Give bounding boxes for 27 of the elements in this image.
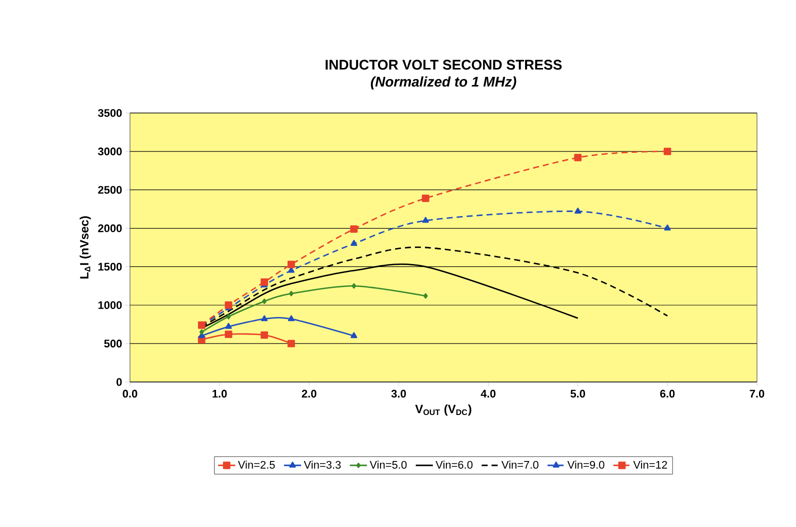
y-tick-label: 500	[104, 340, 122, 348]
x-tick-label: 0.0	[122, 390, 138, 398]
legend-label: Vin=6.0	[436, 460, 473, 469]
y-tick-label: 3500	[98, 109, 122, 117]
y-tick-label: 1000	[98, 301, 122, 310]
legend-label: Vin=3.3	[304, 460, 341, 469]
x-tick-label: 2.0	[302, 390, 316, 398]
chart-title: INDUCTOR VOLT SECOND STRESS	[326, 60, 562, 70]
y-tick-label: 2000	[98, 224, 122, 232]
x-tick-label: 4.0	[480, 390, 496, 398]
x-tick-label: 5.0	[570, 390, 586, 398]
x-tick-label: 1.0	[212, 390, 227, 398]
x-tick-label: 3.0	[391, 390, 406, 398]
x-axis-title: V$_{OUT}$ (V$_{DC}$)	[415, 404, 472, 416]
y-tick-label: 0	[116, 378, 122, 386]
x-tick-label: 7.0	[750, 390, 764, 398]
legend-label: Vin=5.0	[370, 460, 407, 469]
y-tick-label: 1500	[98, 262, 122, 271]
x-tick-label: 6.0	[660, 390, 675, 398]
legend-label: Vin=2.5	[238, 460, 275, 469]
chart-subtitle: (Normalized to 1 MHz)	[370, 76, 516, 90]
y-axis-title: L$_{Δ}$I (nVsec)	[80, 216, 91, 278]
legend-label: Vin=9.0	[567, 460, 604, 469]
y-tick-label: 2500	[98, 186, 122, 194]
legend-label: Vin=7.0	[501, 460, 538, 469]
y-tick-label: 3000	[98, 148, 122, 156]
legend-label: Vin=12	[633, 460, 668, 469]
